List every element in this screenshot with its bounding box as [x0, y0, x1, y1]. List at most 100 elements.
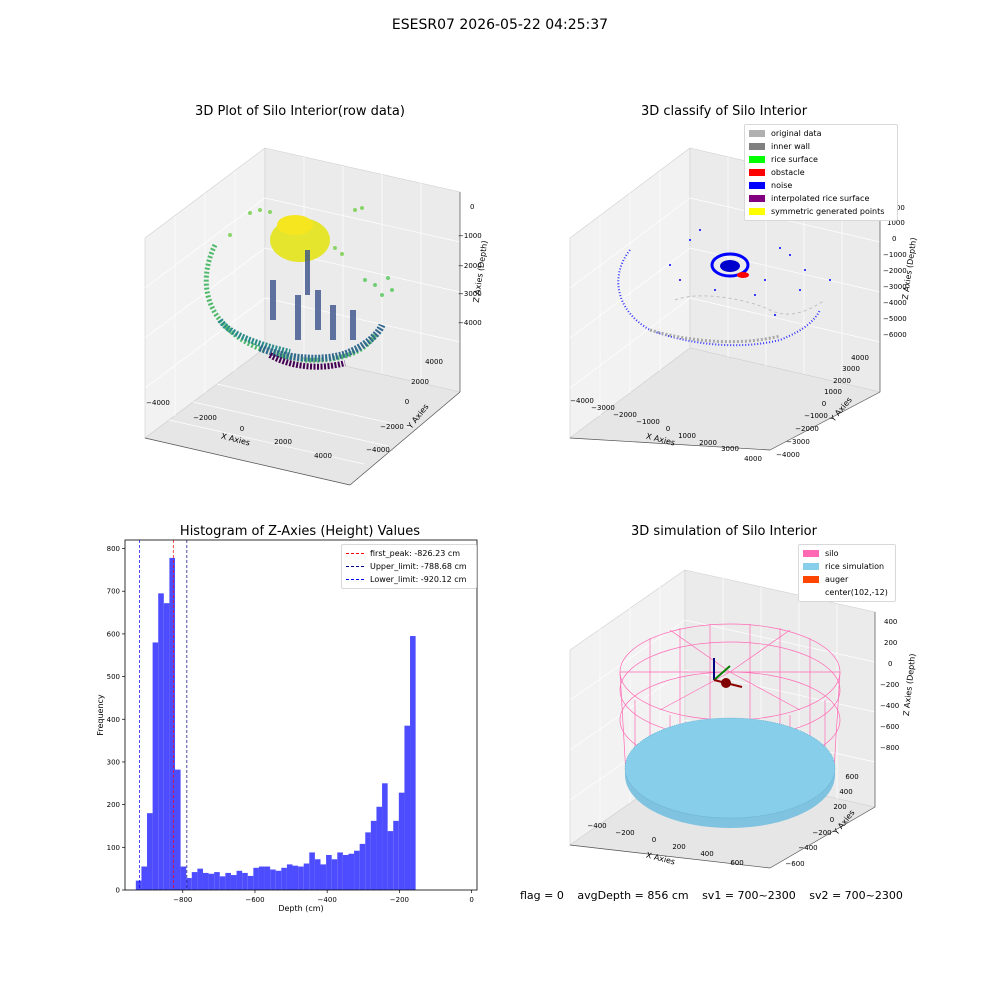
p4-xtick-1: −200: [615, 829, 634, 837]
histogram-bar: [258, 866, 265, 890]
p4-ztick-4: −400: [880, 702, 899, 710]
p2-ztick-3: −1000: [883, 251, 907, 259]
histogram-bar: [169, 557, 176, 890]
y-tick-label: 100: [107, 844, 120, 852]
histogram-bar: [286, 864, 293, 890]
p1-xtick-3: 2000: [274, 438, 292, 446]
legend-item-noise: noise: [749, 179, 893, 192]
p4-ytick-1: −400: [798, 844, 817, 852]
p2-xtick-8: 4000: [744, 455, 762, 463]
x-tick-label: −200: [390, 896, 409, 904]
panel2-3d-plot: −4000 −3000 −2000 −1000 0 1000 2000 3000…: [569, 147, 918, 463]
p4-ztick-1: 200: [884, 639, 897, 647]
p2-ytick-7: 3000: [842, 365, 860, 373]
p2-ztick-4: −2000: [883, 267, 907, 275]
histogram-bar: [326, 855, 332, 890]
histogram-bar: [197, 868, 203, 890]
legend-item-symmetric-generated-points: symmetric generated points: [749, 205, 893, 218]
histogram-bar: [253, 867, 259, 890]
histogram-bar: [175, 769, 181, 890]
histogram-bar: [158, 593, 164, 890]
p4-xtick-3: 200: [672, 843, 685, 851]
legend-item-first-peak: first_peak: -826.23 cm: [346, 547, 472, 560]
y-tick-label: 600: [107, 630, 120, 638]
histogram-bar: [236, 870, 243, 890]
legend-item-original-data: original data: [749, 127, 893, 140]
legend-item-rice-simulation: rice simulation: [803, 560, 891, 573]
p2-ytick-2: −2000: [795, 425, 819, 433]
legend-item-auger: auger: [803, 573, 891, 586]
p4-ztick-0: 400: [884, 618, 897, 626]
histogram-bar: [292, 865, 299, 890]
histogram-bar: [208, 873, 215, 890]
p4-xtick-5: 600: [730, 859, 743, 867]
x-tick-label: 0: [469, 896, 473, 904]
p2-ztick-6: −4000: [883, 299, 907, 307]
panel4-legend: silo rice simulation auger center(102,-1…: [798, 544, 896, 602]
histogram-bar: [382, 783, 388, 890]
figure-suptitle: ESESR07 2026-05-22 04:25:37: [391, 17, 609, 33]
histogram-bar: [225, 872, 231, 890]
histogram-frame: [124, 539, 478, 891]
y-tick-label: 700: [107, 588, 120, 596]
legend-item-upper-limit: Upper_limit: -788.68 cm: [346, 560, 472, 573]
p4-ytick-4: 200: [833, 803, 846, 811]
p2-ztick-1: 1000: [887, 219, 905, 227]
p1-ytick-0: −4000: [366, 446, 390, 454]
histogram-bar: [398, 792, 405, 890]
p2-ytick-5: 1000: [824, 388, 842, 396]
histogram-bar: [219, 876, 226, 890]
p2-xtick-7: 3000: [721, 445, 739, 453]
p1-xtick-2: 0: [240, 425, 244, 433]
histogram-bar: [247, 875, 254, 890]
p2-ytick-1: −3000: [786, 438, 810, 446]
histogram-bar: [337, 852, 343, 890]
histogram-plot: −800 −600 −400 −200 0 0 100 200 300 400 500 600 700 8…: [96, 539, 478, 913]
histogram-legend: first_peak: -826.23 cm Upper_limit: -788…: [341, 544, 477, 589]
histogram-bar: [314, 859, 321, 890]
panel1-3d-plot: −4000 −2000 0 2000 4000 −4000 −2000 0 20…: [144, 147, 489, 486]
y-tick-label: 500: [107, 673, 120, 681]
p2-xtick-6: 2000: [699, 439, 717, 447]
p4-xtick-0: −400: [587, 822, 606, 830]
p1-ztick-0: 0: [470, 203, 474, 211]
histogram-bar: [135, 880, 142, 890]
legend-item-lower-limit: Lower_limit: -920.12 cm: [346, 573, 472, 586]
p2-ytick-6: 2000: [833, 377, 851, 385]
status-line: flag = 0 avgDepth = 856 cm sv1 = 700~230…: [520, 889, 913, 902]
histogram-bar: [264, 866, 271, 890]
p2-xtick-0: −4000: [570, 397, 594, 405]
legend-item-interpolated-rice-surface: interpolated rice surface: [749, 192, 893, 205]
histogram-bar: [410, 636, 416, 890]
p2-ztick-7: −5000: [883, 315, 907, 323]
flag-value: flag = 0: [520, 889, 564, 902]
y-tick-label: 400: [107, 716, 120, 724]
histogram-bar: [348, 853, 355, 890]
p2-xtick-4: 0: [666, 425, 670, 433]
p1-ztick-2: −2000: [458, 262, 482, 270]
legend-item-rice-surface: rice surface: [749, 153, 893, 166]
histogram-bar: [180, 866, 187, 890]
histogram-bar: [147, 813, 153, 890]
panel2-legend: original data inner wall rice surface ob…: [744, 124, 898, 221]
p2-xtick-2: −2000: [613, 411, 637, 419]
x-tick-label: −400: [318, 896, 337, 904]
histogram-bar: [370, 820, 377, 890]
p1-xtick-4: 4000: [314, 452, 332, 460]
panel3-title: Histogram of Z-Axies (Height) Values: [179, 524, 421, 539]
p1-ytick-1: −2000: [380, 423, 404, 431]
p4-zlabel: Z Axies (Depth): [902, 653, 918, 716]
p2-xtick-1: −3000: [591, 404, 615, 412]
histogram-bar: [152, 642, 159, 890]
histogram-bar: [191, 872, 198, 890]
sv2-value: sv2 = 700~2300: [809, 889, 903, 902]
p2-ytick-3: −1000: [804, 412, 828, 420]
p2-xtick-3: −1000: [636, 418, 660, 426]
histogram-bar: [303, 863, 310, 890]
histogram-bar: [359, 843, 366, 890]
histogram-bar: [320, 864, 327, 890]
histogram-bar: [141, 866, 148, 890]
histogram-bar: [365, 832, 371, 890]
histogram-bar: [393, 820, 399, 890]
legend-item-inner-wall: inner wall: [749, 140, 893, 153]
